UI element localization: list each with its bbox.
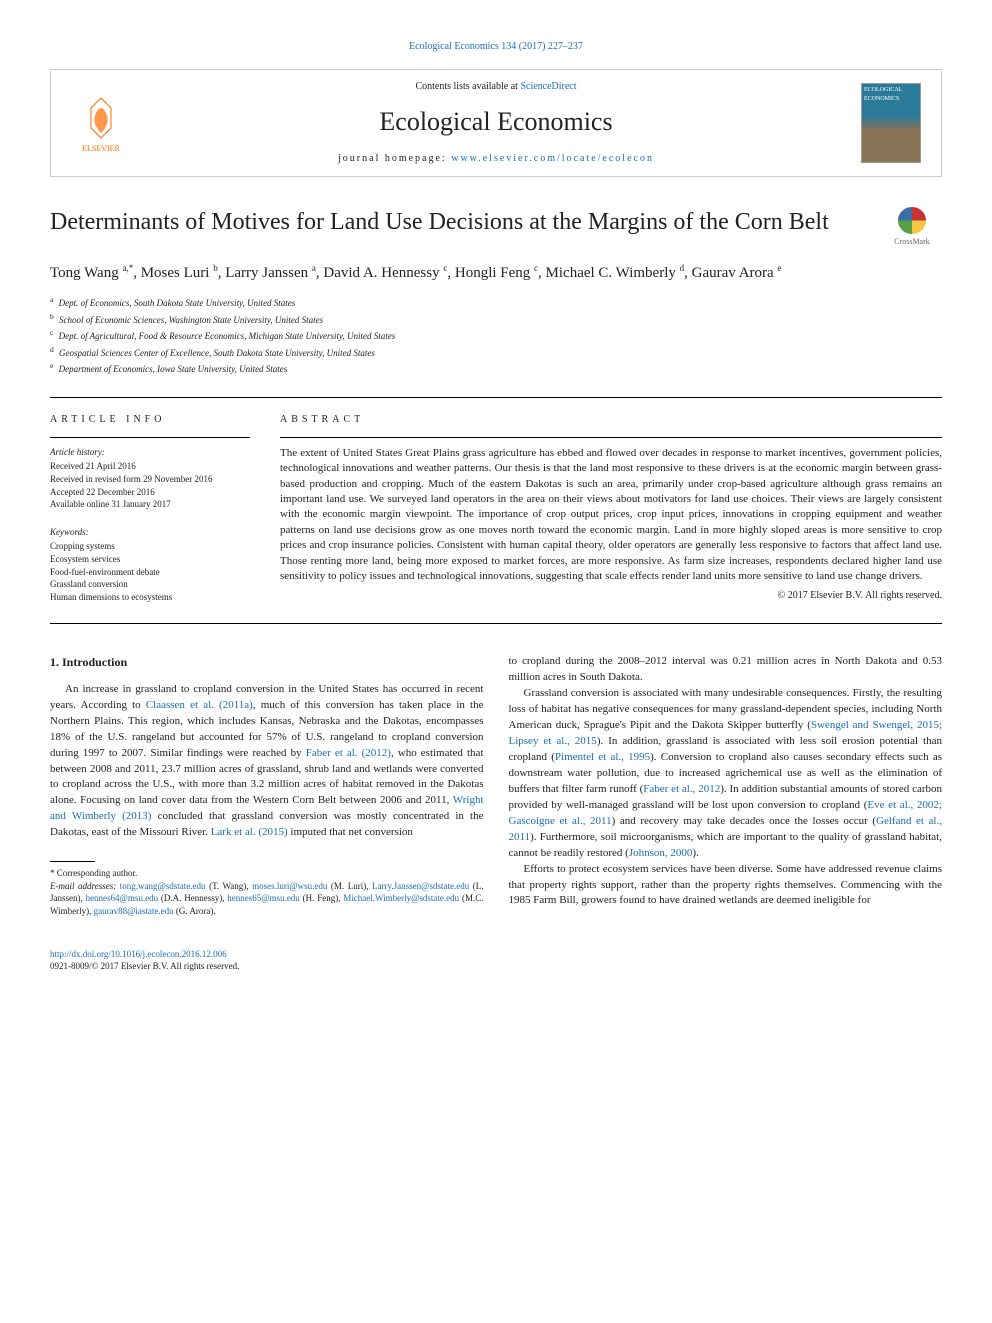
email-link[interactable]: Michael.Wimberly@sdstate.edu (343, 893, 459, 903)
affiliation-item: d Geospatial Sciences Center of Excellen… (50, 344, 942, 361)
history-label: Article history: (50, 446, 250, 459)
sciencedirect-link[interactable]: ScienceDirect (520, 81, 576, 92)
footnote-divider (50, 861, 95, 862)
affiliation-item: c Dept. of Agricultural, Food & Resource… (50, 327, 942, 344)
intro-heading: 1. Introduction (50, 654, 484, 671)
keywords-label: Keywords: (50, 526, 250, 539)
history-item: Received 21 April 2016 (50, 460, 250, 473)
body-columns: 1. Introduction An increase in grassland… (50, 654, 942, 917)
email-addresses: E-mail addresses: tong.wang@sdstate.edu … (50, 880, 484, 918)
citation-link[interactable]: Faber et al. (2012) (306, 747, 391, 759)
title-row: Determinants of Motives for Land Use Dec… (50, 207, 942, 247)
email-link[interactable]: hennes64@msu.edu (86, 893, 159, 903)
keyword-item: Ecosystem services (50, 553, 250, 566)
citation-link[interactable]: Lark et al. (2015) (211, 826, 288, 838)
affiliations-list: a Dept. of Economics, South Dakota State… (50, 294, 942, 377)
doi-link[interactable]: http://dx.doi.org/10.1016/j.ecolecon.201… (50, 949, 227, 959)
column-left: 1. Introduction An increase in grassland… (50, 654, 484, 917)
journal-header: ELSEVIER Contents lists available at Sci… (50, 69, 942, 177)
journal-citation[interactable]: Ecological Economics 134 (2017) 227–237 (50, 40, 942, 54)
divider (50, 397, 942, 398)
contents-line: Contents lists available at ScienceDirec… (131, 80, 861, 94)
corresponding-author-note: * Corresponding author. (50, 867, 484, 880)
divider (50, 437, 250, 438)
article-title: Determinants of Motives for Land Use Dec… (50, 207, 882, 238)
keyword-item: Cropping systems (50, 540, 250, 553)
abstract-block: abstract The extent of United States Gre… (280, 413, 942, 604)
email-link[interactable]: moses.luri@wsu.edu (252, 881, 327, 891)
journal-name: Ecological Economics (131, 104, 861, 140)
authors-list: Tong Wang a,*, Moses Luri b, Larry Janss… (50, 262, 942, 284)
homepage-line: journal homepage: www.elsevier.com/locat… (131, 152, 861, 166)
header-center: Contents lists available at ScienceDirec… (131, 80, 861, 166)
body-paragraph: Efforts to protect ecosystem services ha… (509, 862, 943, 910)
elsevier-label: ELSEVIER (82, 143, 120, 154)
journal-homepage-link[interactable]: www.elsevier.com/locate/ecolecon (451, 153, 654, 164)
journal-cover-thumbnail[interactable]: ECOLOGICAL ECONOMICS (861, 83, 921, 163)
meta-row: article info Article history: Received 2… (50, 413, 942, 604)
body-paragraph: An increase in grassland to cropland con… (50, 682, 484, 841)
history-item: Available online 31 January 2017 (50, 498, 250, 511)
citation-link[interactable]: Pimentel et al., 1995 (555, 751, 650, 763)
bottom-info: http://dx.doi.org/10.1016/j.ecolecon.201… (50, 948, 942, 973)
crossmark-icon (898, 207, 926, 234)
abstract-text: The extent of United States Great Plains… (280, 446, 942, 585)
email-link[interactable]: tong.wang@sdstate.edu (120, 881, 206, 891)
crossmark-badge[interactable]: CrossMark (882, 207, 942, 247)
body-paragraph: to cropland during the 2008–2012 interva… (509, 654, 943, 686)
email-link[interactable]: Larry.Janssen@sdstate.edu (372, 881, 469, 891)
article-info-label: article info (50, 413, 250, 427)
keyword-item: Human dimensions to ecosystems (50, 591, 250, 604)
body-paragraph: Grassland conversion is associated with … (509, 686, 943, 861)
citation-link[interactable]: Johnson, 2000 (629, 847, 693, 859)
column-right: to cropland during the 2008–2012 interva… (509, 654, 943, 917)
email-link[interactable]: gaurav88@iastate.edu (94, 906, 174, 916)
history-item: Accepted 22 December 2016 (50, 486, 250, 499)
affiliation-item: a Dept. of Economics, South Dakota State… (50, 294, 942, 311)
copyright-line: © 2017 Elsevier B.V. All rights reserved… (280, 589, 942, 603)
affiliation-item: e Department of Economics, Iowa State Un… (50, 360, 942, 377)
elsevier-logo[interactable]: ELSEVIER (71, 88, 131, 158)
keyword-item: Grassland conversion (50, 578, 250, 591)
keyword-item: Food-fuel-environment debate (50, 566, 250, 579)
divider (50, 623, 942, 624)
divider (280, 437, 942, 438)
footnotes: * Corresponding author. E-mail addresses… (50, 867, 484, 917)
issn-copyright: 0921-8009/© 2017 Elsevier B.V. All right… (50, 960, 942, 973)
history-item: Received in revised form 29 November 201… (50, 473, 250, 486)
abstract-label: abstract (280, 413, 942, 427)
affiliation-item: b School of Economic Sciences, Washingto… (50, 311, 942, 328)
citation-link[interactable]: Claassen et al. (2011a) (146, 699, 253, 711)
email-link[interactable]: hennes65@msu.edu (227, 893, 300, 903)
citation-link[interactable]: Faber et al., 2012 (643, 783, 720, 795)
article-info: article info Article history: Received 2… (50, 413, 250, 604)
